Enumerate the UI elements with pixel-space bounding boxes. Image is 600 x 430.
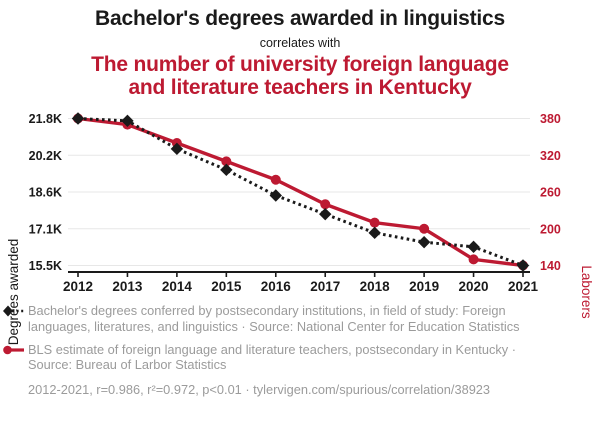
degrees-line [77, 117, 524, 267]
x-axis-tick-label: 2021 [508, 279, 539, 294]
left-axis-tick-label: 18.6K [29, 186, 62, 200]
laborers-point [468, 254, 479, 265]
x-axis-tick-label: 2014 [162, 279, 193, 294]
x-axis-tick-label: 2020 [459, 279, 489, 294]
right-axis-tick-label: 200 [540, 222, 561, 236]
x-axis-tick-label: 2012 [63, 279, 93, 294]
x-axis-tick-label: 2018 [360, 279, 391, 294]
laborers-point [369, 217, 380, 228]
left-axis-tick-label: 21.8K [29, 112, 62, 126]
degrees-point [170, 142, 184, 156]
legend-item-label: BLS estimate of foreign language and lit… [28, 341, 516, 373]
left-axis-tick-label: 15.5K [29, 259, 62, 273]
page-title: Bachelor's degrees awarded in linguistic… [95, 7, 505, 30]
right-axis-tick-label: 320 [540, 149, 561, 163]
legend-item-label: Bachelor's degrees conferred by postseco… [28, 303, 520, 334]
legend-item-degrees: Bachelor's degrees conferred by postseco… [3, 303, 579, 335]
subtitle-line-1: The number of university foreign languag… [91, 53, 509, 76]
subtitle-line-2: and literature teachers in Kentucky [128, 76, 472, 99]
chart-canvas: 21.8K 380 20.2K 320 18.6K 260 17.1K 200 15.5K 140… [29, 112, 561, 294]
laborers-point [270, 174, 281, 185]
line-chart: 21.8K 380 20.2K 320 18.6K 260 17.1K 200 15.5K 140… [0, 100, 600, 345]
x-axis-tick-label: 2019 [409, 279, 439, 294]
degrees-point [71, 112, 85, 125]
degrees-point [516, 259, 530, 272]
correlates-with-text: correlates with [259, 36, 341, 50]
x-axis-tick-label: 2017 [310, 279, 340, 294]
degrees-point [269, 189, 282, 202]
right-axis-tick-label: 260 [540, 186, 561, 200]
black-diamond-dotted-line-icon [3, 305, 25, 317]
degrees-point [319, 207, 332, 221]
degrees-point [368, 226, 381, 240]
red-circle-solid-line-icon [3, 345, 24, 354]
left-axis-tick-label: 17.1K [29, 222, 62, 236]
legend-item-laborers: BLS estimate of foreign language and lit… [3, 342, 579, 374]
x-axis-tick-label: 2013 [112, 279, 143, 294]
degrees-point [417, 235, 431, 249]
x-axis-tick-label: 2015 [211, 279, 242, 294]
degrees-point [467, 240, 480, 254]
laborers-point [419, 223, 430, 234]
degrees-point [220, 163, 233, 177]
laborers-point [320, 199, 331, 210]
left-axis-tick-label: 20.2K [29, 149, 62, 163]
correlation-stats: 2012-2021, r=0.986, r²=0.972, p<0.01 · t… [28, 382, 491, 398]
laborers-point [221, 156, 232, 167]
legend: Bachelor's degrees conferred by postseco… [3, 303, 579, 398]
right-axis-tick-label: 140 [540, 259, 561, 273]
page-subtitle: The number of university foreign languag… [0, 53, 600, 99]
right-axis-tick-label: 380 [540, 112, 561, 126]
x-axis-tick-label: 2016 [261, 279, 292, 294]
